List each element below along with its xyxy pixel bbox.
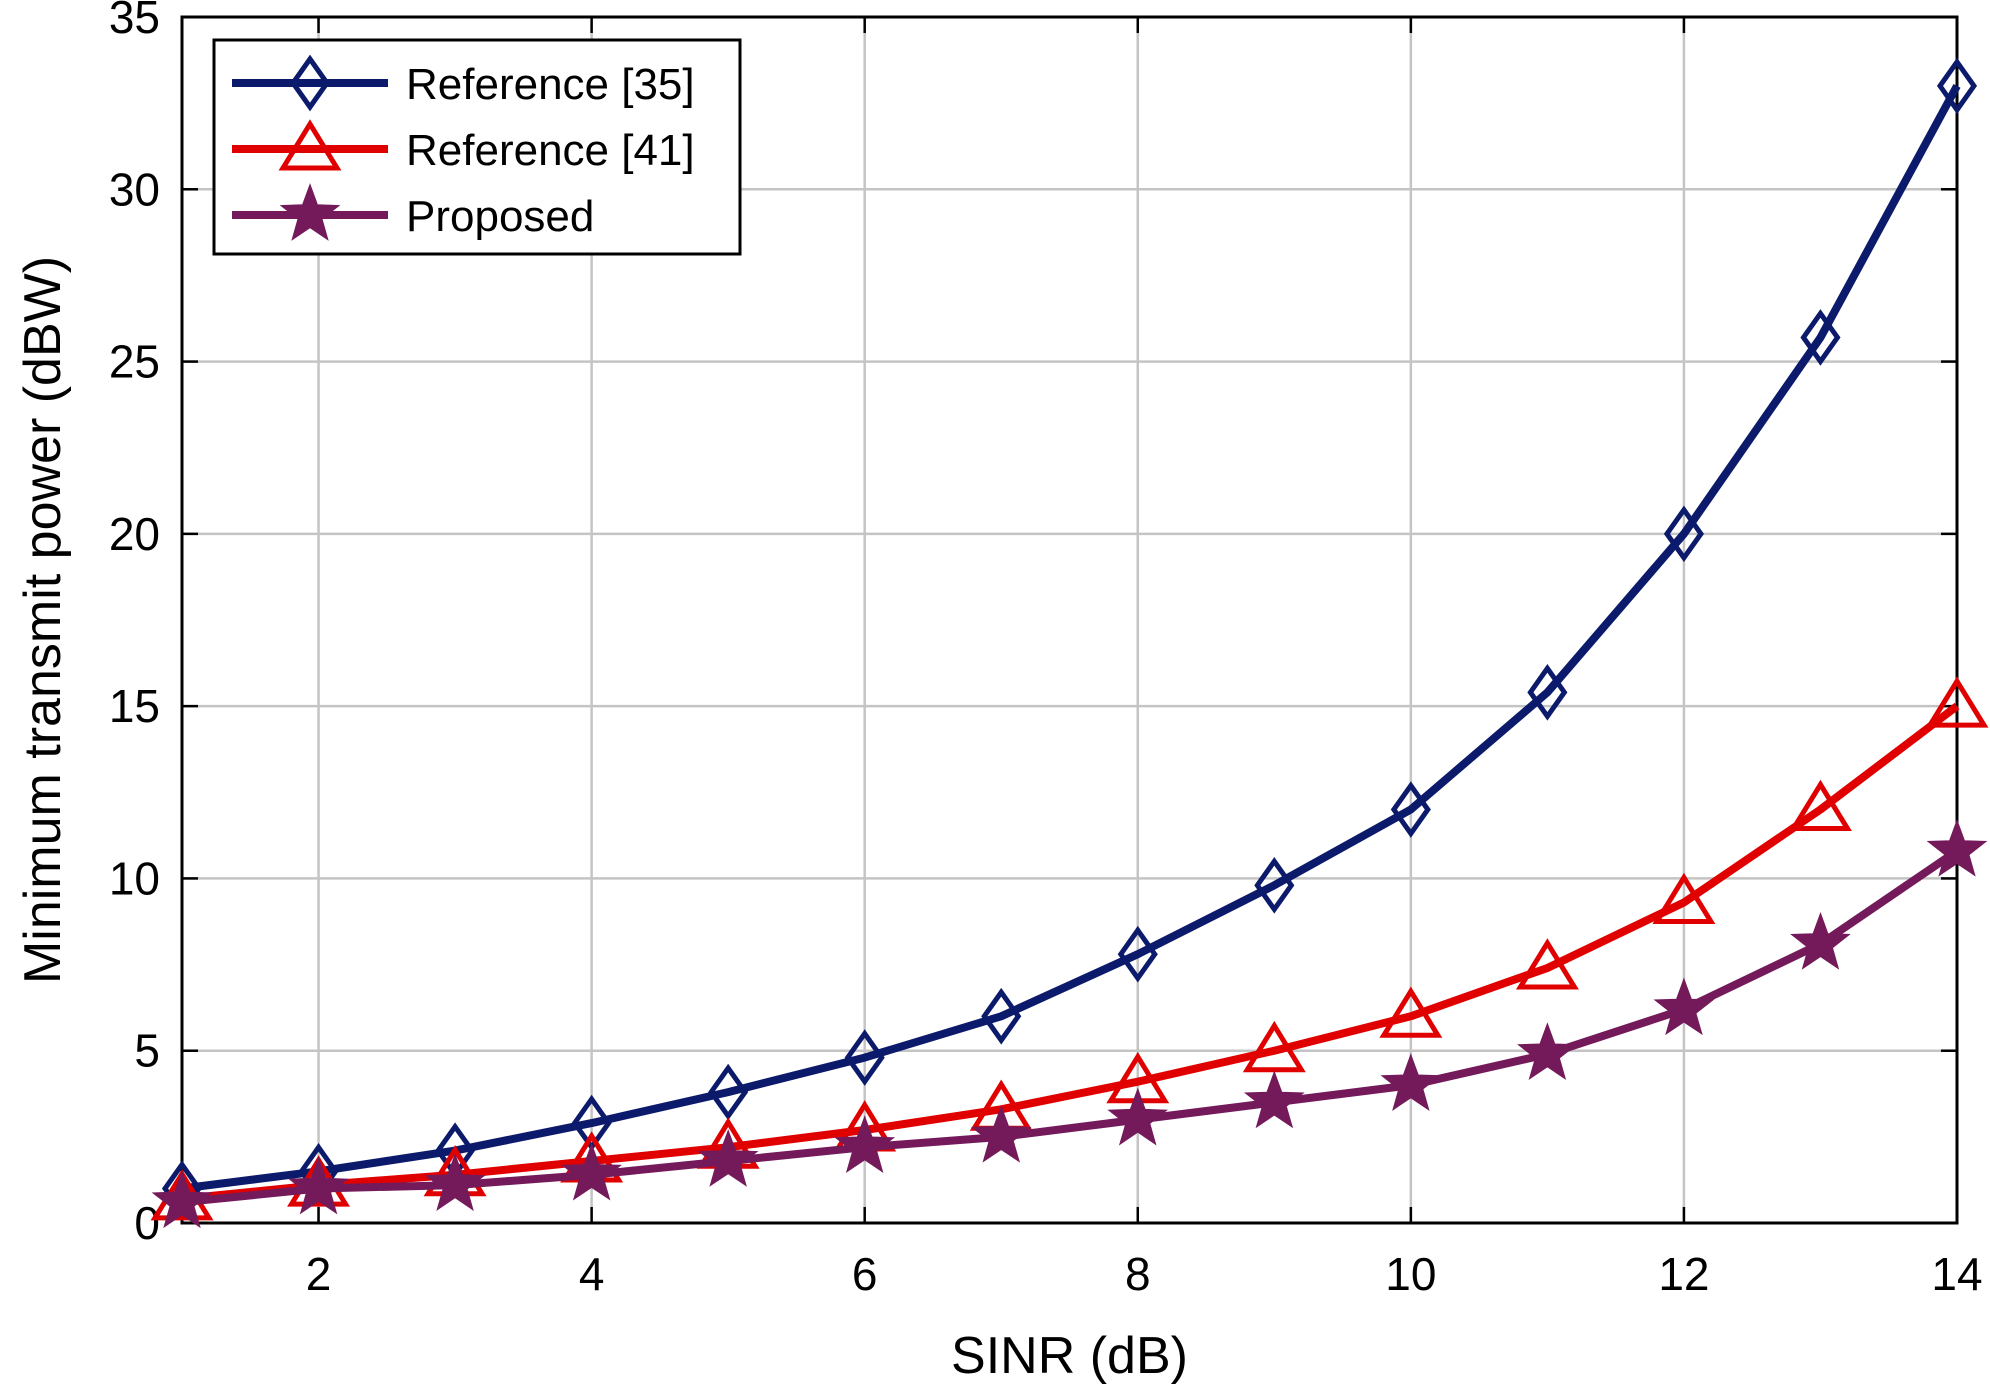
data-point xyxy=(1925,676,1989,728)
data-point xyxy=(1653,977,1715,1036)
legend-label: Reference [35] xyxy=(406,60,695,109)
x-tick-label: 8 xyxy=(1125,1248,1151,1300)
grid xyxy=(182,15,1959,1225)
data-point xyxy=(708,1063,749,1121)
legend-label: Reference [41] xyxy=(406,126,695,175)
y-tick-label: 0 xyxy=(134,1197,160,1249)
legend-marker xyxy=(289,54,331,112)
data-point xyxy=(1652,872,1716,925)
y-tick-label: 30 xyxy=(109,163,160,215)
data-point xyxy=(1788,779,1852,832)
y-tick-label: 10 xyxy=(109,852,160,904)
data-point xyxy=(834,1115,896,1174)
y-tick-label: 35 xyxy=(109,0,160,43)
y-tick-label: 25 xyxy=(109,336,160,388)
data-point xyxy=(1243,1070,1305,1129)
series-line xyxy=(181,847,1960,1207)
data-point xyxy=(1936,57,1978,115)
data-point xyxy=(1790,911,1851,970)
data-point xyxy=(1117,925,1158,983)
legend-item: Reference [35] xyxy=(232,54,695,112)
data-point xyxy=(1515,938,1579,990)
legend-marker xyxy=(278,119,342,171)
legend-item: Reference [41] xyxy=(232,119,695,175)
data-point xyxy=(1379,986,1443,1038)
y-tick-label: 15 xyxy=(109,680,160,732)
data-point xyxy=(151,1170,213,1229)
legend-marker xyxy=(279,183,341,241)
plot-area-frame xyxy=(180,15,1959,1225)
x-tick-label: 2 xyxy=(306,1248,332,1300)
x-tick-label: 4 xyxy=(579,1248,605,1300)
series-line xyxy=(181,83,1961,1193)
x-axis-label: SINR (dB) xyxy=(951,1327,1188,1385)
data-point xyxy=(1254,856,1295,914)
data-point xyxy=(561,1142,622,1201)
data-point xyxy=(981,987,1022,1045)
data-point xyxy=(1663,505,1704,563)
data-point xyxy=(844,1029,885,1086)
series-group xyxy=(150,57,1989,1229)
y-axis-label: Minimum transmit power (dBW) xyxy=(14,256,72,984)
data-point xyxy=(1107,1087,1169,1146)
data-point xyxy=(697,1129,759,1187)
y-tick-label: 5 xyxy=(134,1025,160,1077)
data-point xyxy=(1242,1020,1306,1073)
x-tick-label: 14 xyxy=(1931,1248,1982,1300)
y-tick-label: 20 xyxy=(109,508,160,560)
x-tick-label: 12 xyxy=(1658,1248,1709,1300)
data-point xyxy=(1926,819,1988,877)
x-tick-label: 6 xyxy=(852,1248,878,1300)
legend-item: Proposed xyxy=(232,183,594,241)
data-point xyxy=(1800,309,1841,366)
series-3 xyxy=(151,819,1988,1229)
data-point xyxy=(424,1153,486,1211)
data-point xyxy=(970,1104,1032,1163)
data-point xyxy=(1527,664,1568,721)
data-point xyxy=(1380,1053,1442,1111)
legend-label: Proposed xyxy=(406,192,594,241)
data-point xyxy=(1517,1022,1578,1080)
x-tick-label: 10 xyxy=(1385,1248,1436,1300)
data-point xyxy=(288,1156,349,1215)
data-point xyxy=(1390,781,1431,838)
axis-ticks: 2 4 6 8 10 12 14 0 5 10 15 20 25 30 35 xyxy=(109,0,1983,1300)
series-2 xyxy=(150,676,1989,1221)
legend: Reference [35] Reference [41] Proposed xyxy=(212,38,742,256)
